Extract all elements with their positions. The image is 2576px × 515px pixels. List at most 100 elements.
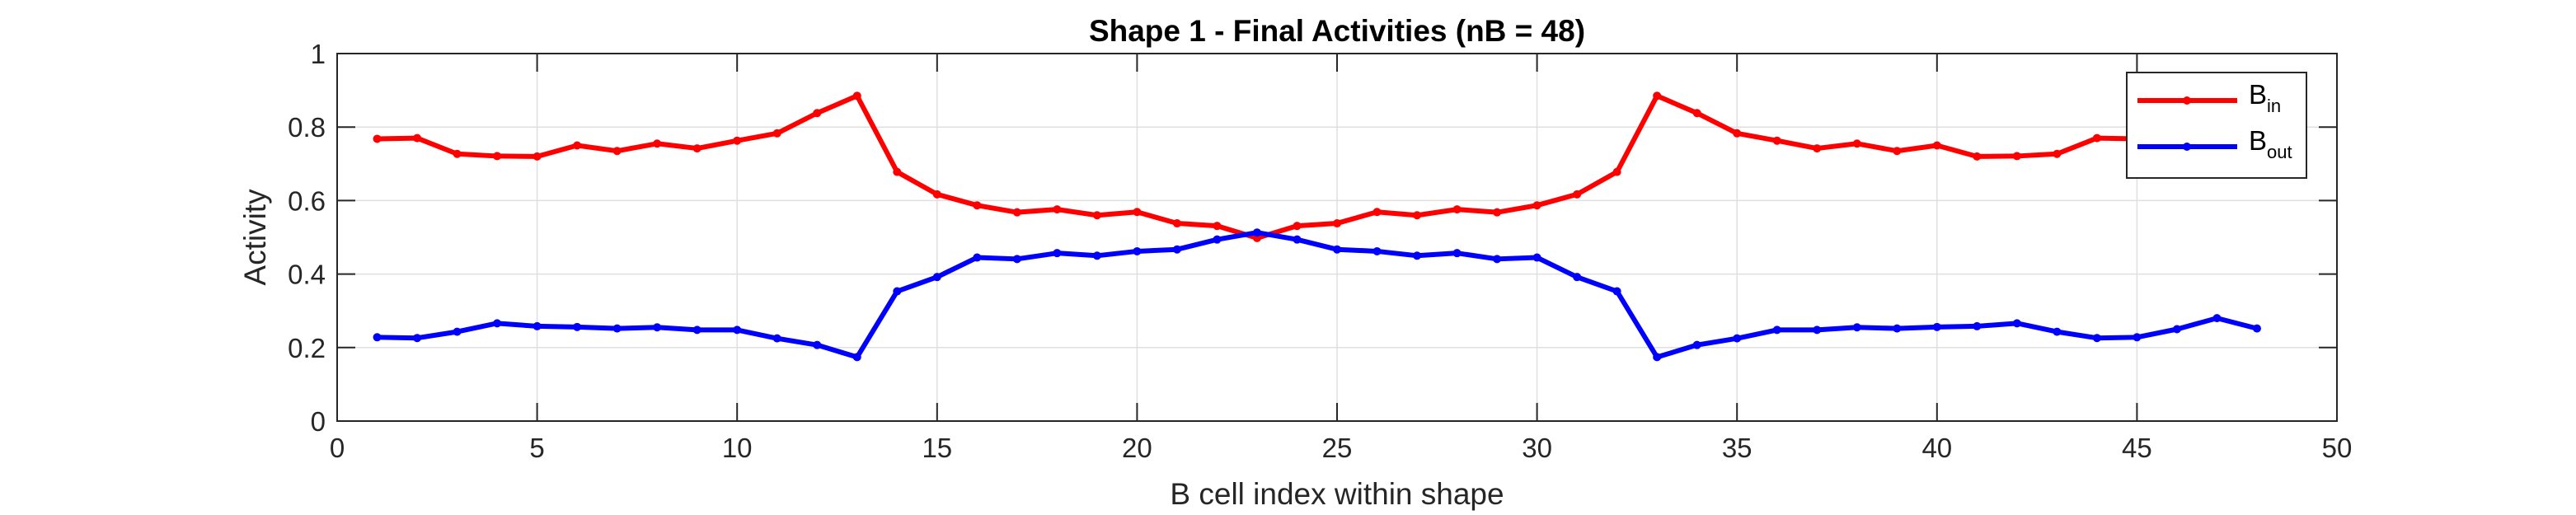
series-b-out-point (1692, 340, 1701, 349)
x-tick-label: 50 (2322, 433, 2353, 463)
series-b-out-point (413, 334, 422, 343)
series-b-in-point (1532, 201, 1541, 210)
series-b-in-point (1573, 190, 1582, 199)
series-b-out-point (1893, 324, 1902, 333)
series-b-out-point (1213, 235, 1222, 244)
series-b-out-point (2012, 319, 2021, 328)
series-b-out-point (813, 340, 822, 349)
series-b-in-point (2092, 133, 2101, 143)
series-b-out-point (2212, 314, 2222, 323)
series-b-out-point (1612, 287, 1621, 296)
series-b-in-point (1213, 222, 1222, 231)
series-b-out-point (453, 327, 462, 336)
series-b-out-point (1932, 322, 1941, 331)
y-tick-label: 0.4 (288, 260, 326, 290)
series-b-in-point (1413, 211, 1422, 220)
series-b-in-line (377, 93, 2258, 241)
series-b-out-point (1252, 228, 1261, 237)
series-b-out-point (1532, 253, 1541, 262)
y-tick-label: 0.8 (288, 112, 326, 143)
series-b-in-point (1692, 109, 1701, 118)
series-b-in-point (1333, 219, 1341, 228)
series-b-in-point (1172, 219, 1181, 228)
series-b-out-point (1053, 249, 1062, 258)
series-b-in-point (1973, 152, 1982, 161)
series-b-out-point (612, 324, 622, 333)
series-b-in-point (533, 152, 542, 161)
series-b-in-point (1293, 222, 1302, 231)
x-tick-label: 35 (1722, 433, 1753, 463)
series-b-in-point (1452, 205, 1462, 214)
series-b-in-point (1372, 208, 1382, 217)
chart-title: Shape 1 - Final Activities (nB = 48) (1089, 14, 1585, 48)
x-tick-label: 45 (2122, 433, 2152, 463)
series-b-in-point (932, 190, 941, 199)
series-b-in-point (1053, 205, 1062, 214)
series-layer (373, 91, 2261, 362)
series-b-out-point (852, 353, 861, 362)
series-b-in-point (1813, 144, 1822, 153)
legend-marker (2183, 143, 2191, 151)
series-b-in-point (453, 149, 462, 158)
series-b-in-point (493, 152, 502, 161)
series-b-out-point (1293, 235, 1302, 244)
series-b-out-point (893, 287, 902, 296)
series-b-in-point (653, 139, 662, 148)
axis-ticks: 0 5 10 15 20 25 30 35 40 45 50 0 0.2 0.4 0.6 0.8 1 (288, 39, 2352, 463)
legend: Bin Bout (2126, 72, 2307, 179)
x-tick-label: 25 (1322, 433, 1353, 463)
series-b-out-point (1372, 246, 1382, 255)
x-tick-label: 0 (330, 433, 345, 463)
x-tick-label: 10 (722, 433, 753, 463)
series-b-in-point (2012, 152, 2021, 161)
series-b-out-point (1573, 273, 1582, 282)
series-b-out-point (533, 321, 542, 330)
series-b-out-point (1973, 321, 1982, 330)
series-b-out-point (2172, 325, 2181, 334)
y-tick-label: 1 (311, 39, 326, 69)
series-b-out-point (1172, 245, 1181, 254)
legend-box (2126, 72, 2307, 179)
series-b-out-point (573, 322, 582, 331)
series-b-in-point (772, 129, 781, 138)
series-b-in-point (1772, 136, 1781, 145)
series-b-out-point (1333, 245, 1341, 254)
series-b-out-point (772, 334, 781, 343)
series-b-out-point (1653, 353, 1662, 362)
series-b-in-point (573, 141, 582, 150)
x-tick-label: 40 (1921, 433, 1952, 463)
series-b-in-point (373, 134, 382, 143)
series-b-out-point (2133, 333, 2142, 342)
x-axis-label: B cell index within shape (1170, 477, 1504, 511)
legend-label: Bout (2249, 125, 2292, 162)
legend-marker (2183, 96, 2191, 105)
series-b-out-point (932, 273, 941, 282)
series-b-in-point (413, 133, 422, 143)
series-b-in-point (1612, 167, 1621, 176)
series-b-out-point (1452, 249, 1462, 258)
series-b-in-point (1012, 208, 1021, 217)
series-b-out-point (1733, 334, 1742, 343)
x-tick-label: 15 (922, 433, 952, 463)
series-b-in-point (852, 91, 861, 101)
series-b-in-point (612, 147, 622, 156)
series-b-out-point (2252, 324, 2261, 333)
y-tick-label: 0.6 (288, 185, 326, 216)
series-b-out-point (1092, 251, 1101, 260)
series-b-in-point (893, 167, 902, 176)
series-b-in-point (2053, 149, 2062, 158)
series-b-in-point (692, 144, 701, 153)
series-b-in-point (973, 201, 982, 210)
series-b-out-point (973, 253, 982, 262)
series-b-out-point (692, 325, 701, 335)
series-b-in-point (1932, 141, 1941, 150)
series-b-out-point (1813, 325, 1822, 335)
series-b-out-point (1413, 251, 1422, 260)
series-b-out-point (2053, 327, 2062, 336)
series-b-out-point (1493, 255, 1502, 264)
series-b-in-point (1893, 147, 1902, 156)
series-b-out-point (653, 323, 662, 332)
series-b-in-point (1493, 208, 1502, 217)
series-b-out-point (733, 325, 742, 335)
